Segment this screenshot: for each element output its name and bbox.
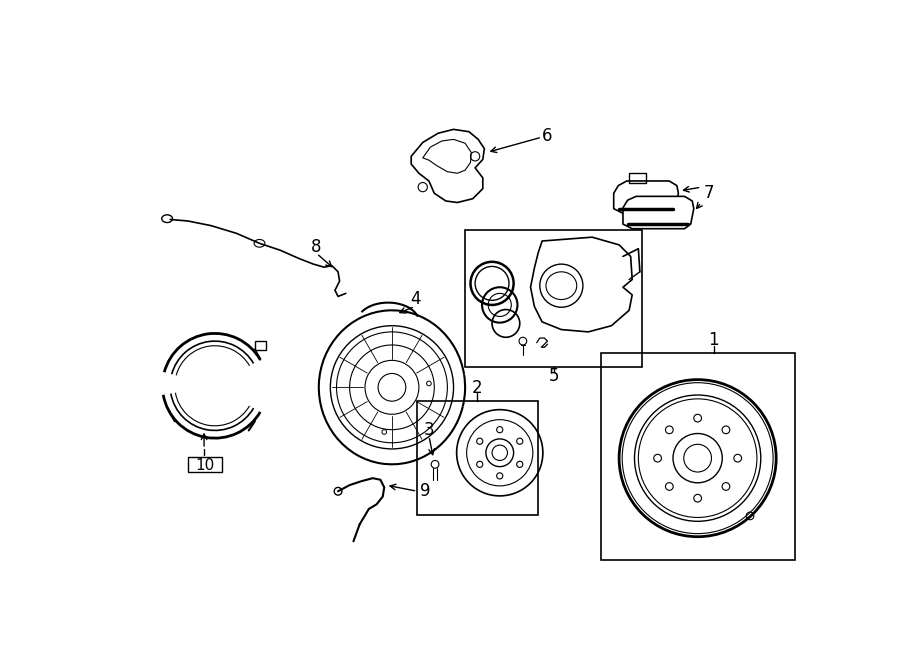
Text: 3: 3 [424, 420, 434, 439]
Text: 6: 6 [542, 128, 553, 145]
Bar [255, 341, 266, 350]
Text: 1: 1 [708, 330, 719, 348]
Polygon shape [614, 181, 679, 214]
Polygon shape [530, 237, 632, 332]
Ellipse shape [334, 487, 342, 495]
Text: 7: 7 [704, 184, 715, 202]
Polygon shape [411, 130, 484, 202]
Bar [465, 230, 643, 368]
Text: 2: 2 [472, 379, 482, 397]
Bar [188, 457, 221, 472]
Ellipse shape [162, 215, 173, 223]
Bar [601, 354, 796, 560]
Text: 4: 4 [410, 290, 420, 308]
Text: 9: 9 [419, 481, 430, 500]
Bar [629, 173, 646, 182]
Text: 5: 5 [548, 367, 559, 385]
Text: 8: 8 [311, 238, 321, 256]
Bar [417, 401, 538, 515]
Text: 10: 10 [195, 457, 214, 473]
Polygon shape [623, 196, 694, 229]
Polygon shape [423, 139, 472, 173]
